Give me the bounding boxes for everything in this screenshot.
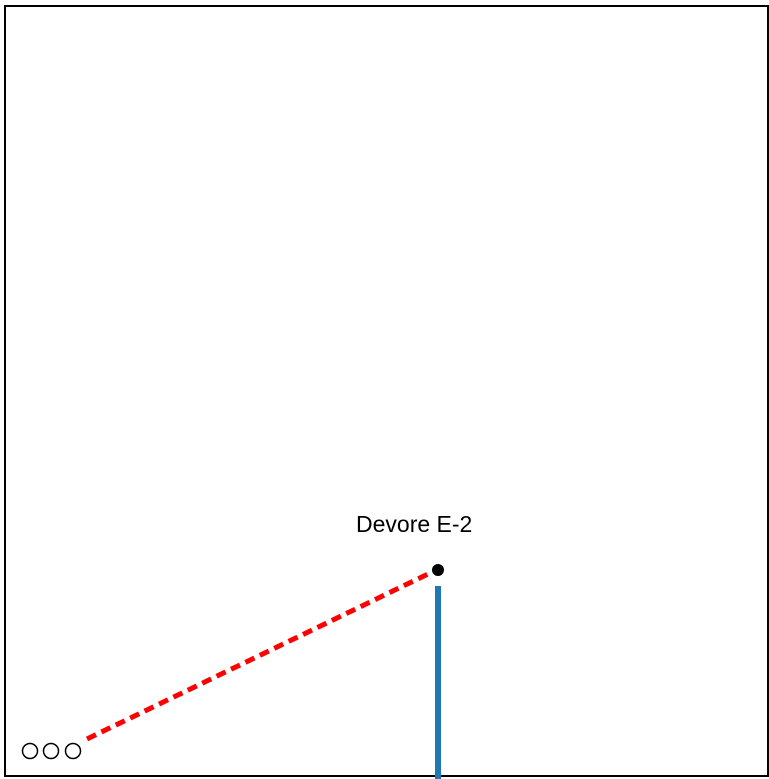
- map-border: [4, 5, 769, 777]
- endpoint-circle-2: [42, 742, 60, 760]
- three-circles-icon: [21, 742, 82, 760]
- endpoint-circle-3: [64, 742, 82, 760]
- endpoint-circle-1: [21, 742, 39, 760]
- station-dot-icon: [432, 564, 444, 576]
- station-label: Devore E-2: [356, 511, 473, 537]
